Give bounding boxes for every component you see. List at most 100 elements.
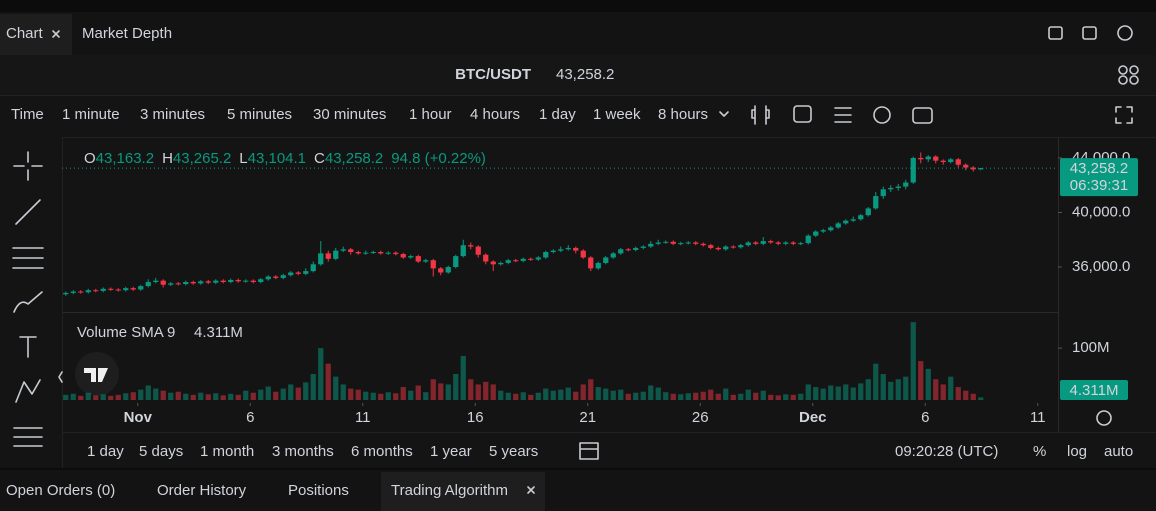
bottom-tab[interactable]: Order History [157, 482, 247, 499]
volume-bar [520, 392, 526, 400]
indicator-icon[interactable] [793, 105, 812, 123]
candle-body [310, 264, 316, 272]
gear-icon[interactable] [1096, 410, 1112, 426]
tab[interactable]: Market Depth [82, 25, 172, 42]
interval-option[interactable]: 8 hours [658, 106, 708, 123]
interval-option[interactable]: 1 week [593, 106, 641, 123]
range-option[interactable]: 3 months [272, 443, 334, 460]
measure-tool[interactable] [13, 427, 43, 447]
interval-option[interactable]: 1 hour [409, 106, 452, 123]
bottom-tab[interactable]: Open Orders (0) [6, 482, 115, 499]
range-option[interactable]: 1 month [200, 443, 254, 460]
pattern-tool[interactable] [15, 379, 41, 403]
volume-bar [955, 387, 961, 400]
bottom-tab[interactable]: Trading Algorithm [391, 482, 508, 499]
candle-body [205, 281, 211, 283]
candle-body [573, 247, 579, 251]
candle-body [715, 247, 721, 250]
scale-option[interactable]: % [1033, 443, 1046, 460]
window-icon[interactable] [1082, 26, 1097, 40]
volume-bar [925, 368, 931, 400]
active-tab[interactable] [0, 14, 72, 55]
layout-icon[interactable] [1118, 65, 1139, 85]
volume-bar [138, 389, 144, 400]
crosshair-tool[interactable] [13, 151, 43, 181]
candle-body [483, 254, 489, 262]
candle-body [880, 189, 886, 197]
volume-bar [693, 392, 699, 400]
fib-tool[interactable] [12, 247, 44, 269]
text-tool[interactable] [19, 336, 37, 358]
volume-bar [258, 389, 264, 400]
volume-bar [423, 392, 429, 400]
volume-bar [325, 363, 331, 400]
volume-bar [535, 392, 541, 400]
trendline-tool[interactable] [15, 199, 41, 225]
volume-bar [183, 393, 189, 400]
candle-body [865, 208, 871, 216]
range-option[interactable]: 1 day [87, 443, 124, 460]
volume-bar [438, 383, 444, 400]
volume-bar [970, 393, 976, 400]
candle-body [70, 291, 76, 293]
range-option[interactable]: 1 year [430, 443, 472, 460]
volume-bar [790, 394, 796, 400]
candle-body [183, 282, 189, 285]
range-option[interactable]: 5 years [489, 443, 538, 460]
candle-body [505, 260, 511, 263]
legend-change: 94.8 (+0.22%) [391, 150, 486, 167]
active-bottom-tab[interactable] [381, 472, 545, 511]
window-icon[interactable] [1117, 25, 1133, 41]
interval-option[interactable]: 5 minutes [227, 106, 292, 123]
candle-body [678, 243, 684, 245]
volume-bar [663, 392, 669, 400]
logo [84, 368, 108, 382]
volume-bar [685, 393, 691, 400]
interval-option[interactable]: 1 minute [62, 106, 120, 123]
list-icon[interactable] [834, 107, 852, 123]
settings-icon[interactable] [873, 106, 891, 124]
candle-body [490, 261, 496, 265]
volume-bar [850, 387, 856, 400]
tab[interactable]: Chart [6, 25, 44, 42]
candles-icon[interactable] [751, 105, 770, 125]
scale-option[interactable]: auto [1104, 443, 1133, 460]
candle-body [730, 246, 736, 248]
volume-bar [445, 384, 451, 400]
symbol-bar [0, 55, 1156, 95]
dropdown-icon[interactable] [719, 111, 729, 117]
candle-body [100, 288, 106, 291]
candle-body [588, 257, 594, 269]
collapse-icon[interactable] [58, 371, 63, 383]
candle-body [775, 242, 781, 244]
interval-option[interactable]: 1 day [539, 106, 576, 123]
volume-bar [978, 397, 984, 400]
volume-bar [783, 394, 789, 400]
ohlc-legend: O43,163.2 H43,265.2 L43,104.1 C43,258.2 94.8… [84, 150, 486, 167]
candle-body [798, 243, 804, 245]
fullscreen-icon[interactable] [1115, 106, 1133, 124]
window-icon[interactable] [1048, 26, 1063, 40]
camera-icon[interactable] [912, 107, 933, 124]
date-range-icon[interactable] [579, 442, 599, 460]
interval-option[interactable]: 4 hours [470, 106, 520, 123]
candle-body [63, 292, 69, 295]
close-icon[interactable] [527, 486, 535, 494]
current-price-label: 43,258.2 [1070, 160, 1128, 177]
candle-body [348, 249, 354, 253]
close-icon[interactable] [52, 30, 60, 38]
volume-bar [948, 376, 954, 400]
brush-tool[interactable] [13, 291, 43, 313]
range-option[interactable]: 6 months [351, 443, 413, 460]
candle-body [723, 246, 729, 250]
candle-body [423, 260, 429, 262]
bottom-tab[interactable]: Positions [288, 482, 349, 499]
interval-option[interactable]: 30 minutes [313, 106, 386, 123]
scale-option[interactable]: log [1067, 443, 1087, 460]
candle-body [78, 291, 84, 293]
interval-option[interactable]: 3 minutes [140, 106, 205, 123]
candle-body [595, 262, 601, 269]
range-option[interactable]: 5 days [139, 443, 183, 460]
candle-body [145, 282, 151, 287]
